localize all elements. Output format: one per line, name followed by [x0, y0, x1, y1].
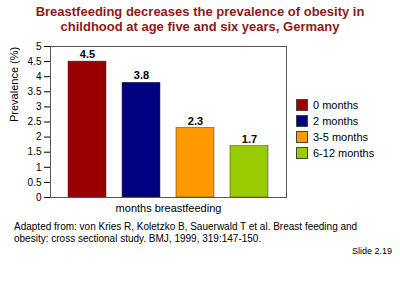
svg-text:4: 4 — [36, 71, 42, 82]
html-text:2 months: 2 months — [313, 114, 359, 127]
html-text:Adapted from: von Kries R, Kol: Adapted from: von Kries R, Koletzko B, S… — [14, 221, 358, 244]
html-text:6-12 months: 6-12 months — [313, 146, 375, 159]
svg-text:4.5: 4.5 — [28, 56, 42, 67]
svg-text:0.5: 0.5 — [28, 177, 42, 188]
svg-text:4.5: 4.5 — [80, 48, 95, 60]
svg-text:2.5: 2.5 — [28, 116, 42, 127]
html-text:3-5 months: 3-5 months — [313, 130, 368, 143]
svg-text:2.3: 2.3 — [188, 115, 203, 127]
svg-text:1.7: 1.7 — [242, 133, 257, 145]
svg-text:0: 0 — [36, 192, 42, 203]
svg-text:Prevalence (%): Prevalence (%) — [8, 47, 20, 122]
html-text:Slide 2.19: Slide 2.19 — [352, 246, 392, 256]
svg-text:3.5: 3.5 — [28, 86, 42, 97]
svg-text:3: 3 — [36, 101, 42, 112]
html-text:0 months: 0 months — [313, 98, 359, 111]
svg-text:5: 5 — [36, 41, 42, 52]
svg-text:2: 2 — [36, 131, 42, 142]
svg-text:1.5: 1.5 — [28, 146, 42, 157]
html-text:Breastfeeding decreases the pr: Breastfeeding decreases the prevalence o… — [35, 4, 365, 34]
svg-text:1: 1 — [36, 162, 42, 173]
svg-text:months breastfeeding: months breastfeeding — [116, 202, 222, 214]
svg-text:3.8: 3.8 — [134, 69, 149, 81]
